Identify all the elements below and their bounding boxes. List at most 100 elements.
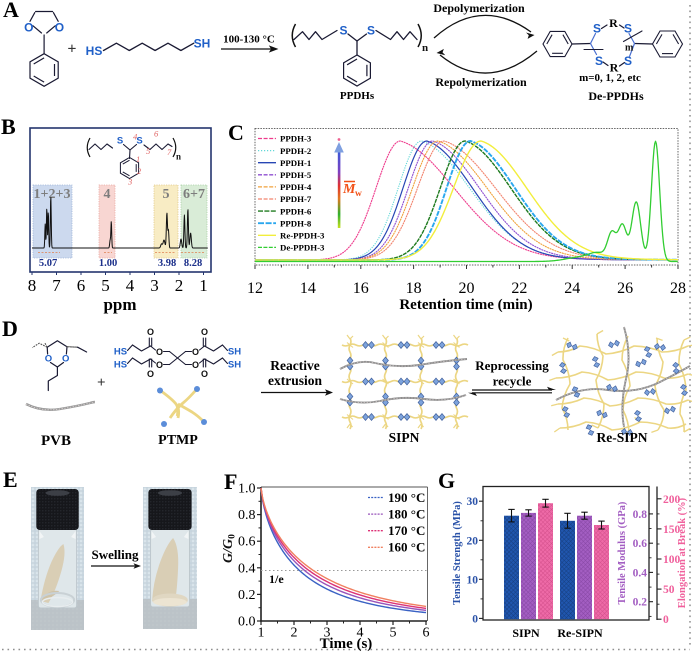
- svg-text:Repolymerization: Repolymerization: [435, 75, 527, 89]
- svg-text:S: S: [624, 22, 632, 36]
- svg-text:O: O: [55, 20, 64, 34]
- svg-text:30: 30: [467, 496, 479, 508]
- svg-text:O: O: [156, 347, 163, 357]
- svg-text:26: 26: [617, 280, 633, 297]
- svg-text:6: 6: [77, 276, 86, 295]
- svg-text:S: S: [624, 54, 632, 68]
- svg-text:Re-PPDH-3: Re-PPDH-3: [280, 231, 325, 241]
- svg-text:PPDH-3: PPDH-3: [280, 134, 312, 144]
- svg-text:100: 100: [663, 554, 681, 566]
- svg-text:extrusion: extrusion: [268, 373, 322, 388]
- svg-text:0.4: 0.4: [238, 561, 256, 576]
- svg-text:m=0, 1, 2, etc: m=0, 1, 2, etc: [579, 72, 641, 84]
- svg-text:n: n: [176, 152, 181, 162]
- svg-text:Re-SIPN: Re-SIPN: [597, 430, 648, 445]
- svg-text:4: 4: [357, 626, 364, 641]
- svg-text:ppm: ppm: [103, 295, 136, 314]
- svg-text:recycle: recycle: [493, 374, 532, 389]
- svg-text:5.07: 5.07: [39, 258, 57, 269]
- svg-text:3.98: 3.98: [158, 258, 176, 269]
- svg-text:28: 28: [670, 280, 686, 297]
- svg-text:PVB: PVB: [41, 433, 71, 449]
- svg-text:+: +: [97, 375, 106, 391]
- svg-text:Time (s): Time (s): [320, 636, 373, 652]
- svg-text:0.6: 0.6: [633, 538, 648, 550]
- svg-text:E: E: [3, 467, 18, 492]
- svg-text:4: 4: [104, 187, 111, 202]
- svg-text:S: S: [595, 54, 603, 68]
- svg-text:1.00: 1.00: [99, 258, 117, 269]
- svg-text:0.0: 0.0: [238, 615, 256, 630]
- svg-text:Tensile Strength (MPa): Tensile Strength (MPa): [452, 501, 463, 605]
- svg-text:Re-SIPN: Re-SIPN: [557, 626, 603, 640]
- svg-text:Swelling: Swelling: [92, 547, 139, 562]
- svg-text:1+2+3: 1+2+3: [34, 187, 71, 202]
- svg-text:3: 3: [150, 276, 159, 295]
- svg-text:M: M: [342, 182, 356, 197]
- svg-text:PPDH-5: PPDH-5: [280, 170, 312, 180]
- svg-text:14: 14: [300, 280, 316, 297]
- svg-text:3: 3: [324, 626, 331, 641]
- svg-text:1/e: 1/e: [269, 572, 284, 586]
- svg-text:SIPN: SIPN: [512, 626, 540, 640]
- svg-text:O: O: [24, 20, 33, 34]
- svg-text:12: 12: [247, 280, 263, 297]
- svg-text:w: w: [355, 189, 362, 199]
- svg-text:0: 0: [472, 613, 478, 625]
- svg-text:O: O: [192, 360, 199, 370]
- svg-text:16: 16: [353, 280, 369, 297]
- svg-text:4: 4: [126, 276, 135, 295]
- svg-text:O: O: [62, 354, 69, 365]
- svg-text:PPDH-2: PPDH-2: [280, 146, 312, 156]
- svg-text:8.28: 8.28: [184, 258, 202, 269]
- svg-text:5: 5: [390, 626, 397, 641]
- svg-text:170 °C: 170 °C: [388, 523, 425, 538]
- svg-text:160 °C: 160 °C: [388, 540, 425, 555]
- svg-text:SH: SH: [194, 37, 211, 51]
- svg-text:Elongation at Break (%): Elongation at Break (%): [677, 497, 688, 608]
- svg-text:Depolymerization: Depolymerization: [433, 1, 525, 15]
- svg-text:5: 5: [146, 146, 150, 156]
- svg-text:190 °C: 190 °C: [388, 490, 425, 505]
- svg-text:PPDH-4: PPDH-4: [280, 182, 312, 192]
- svg-text:G/G0: G/G0: [221, 534, 238, 563]
- svg-text:1: 1: [136, 154, 140, 164]
- svg-text:2: 2: [137, 166, 142, 176]
- svg-text:20: 20: [459, 280, 475, 297]
- svg-text:4: 4: [133, 132, 138, 142]
- svg-text:SIPN: SIPN: [389, 430, 420, 445]
- svg-text:PPDH-6: PPDH-6: [280, 206, 312, 216]
- svg-text:5: 5: [163, 187, 170, 202]
- svg-text:D: D: [2, 316, 18, 341]
- svg-text:0.6: 0.6: [238, 535, 256, 550]
- svg-text:S: S: [339, 24, 347, 38]
- svg-text:De-PPDHs: De-PPDHs: [588, 89, 644, 103]
- svg-text:De-PPDH-3: De-PPDH-3: [280, 243, 325, 253]
- svg-text:10: 10: [467, 574, 479, 586]
- svg-text:HS: HS: [114, 347, 127, 358]
- svg-text:1: 1: [258, 626, 265, 641]
- svg-text:22: 22: [511, 280, 527, 297]
- svg-text:7: 7: [167, 147, 172, 157]
- svg-text:PPDH-7: PPDH-7: [280, 194, 312, 204]
- svg-text:F: F: [224, 469, 237, 494]
- svg-text:1: 1: [199, 276, 208, 295]
- svg-text:O: O: [156, 360, 163, 370]
- svg-text:8: 8: [28, 276, 37, 295]
- svg-text:HS: HS: [86, 44, 103, 58]
- svg-text:B: B: [1, 114, 16, 139]
- svg-text:150: 150: [663, 524, 681, 536]
- svg-text:SH: SH: [228, 360, 241, 371]
- svg-text:O: O: [201, 369, 208, 379]
- svg-text:A: A: [3, 0, 19, 22]
- svg-text:PPDH-8: PPDH-8: [280, 218, 312, 228]
- svg-text:HS: HS: [114, 360, 127, 371]
- svg-text:Reprocessing: Reprocessing: [475, 358, 549, 373]
- svg-text:5: 5: [101, 276, 110, 295]
- svg-text:2: 2: [175, 276, 184, 295]
- svg-text:2: 2: [291, 626, 298, 641]
- svg-text:180 °C: 180 °C: [388, 506, 425, 521]
- svg-text:7: 7: [52, 276, 61, 295]
- svg-text:S: S: [136, 136, 142, 147]
- svg-text:3: 3: [127, 177, 132, 187]
